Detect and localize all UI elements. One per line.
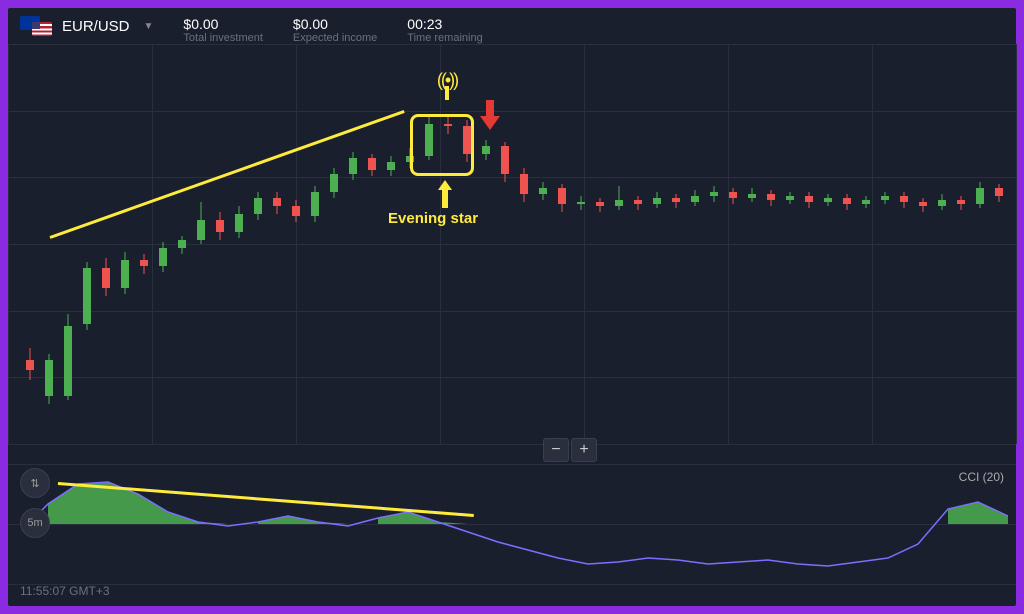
- cci-indicator[interactable]: [8, 464, 1016, 584]
- up-arrow-icon: [438, 180, 452, 213]
- chevron-down-icon: ▼: [144, 21, 154, 32]
- stat-total-investment: $0.00 Total investment: [183, 16, 262, 44]
- zoom-out-button[interactable]: −: [543, 438, 569, 462]
- indicator-label: CCI (20): [959, 470, 1004, 484]
- signal-antenna-icon: ((•)): [432, 70, 462, 104]
- timeframe-button[interactable]: 5m: [20, 508, 50, 538]
- pair-selector[interactable]: EUR/USD ▼: [20, 16, 153, 36]
- pattern-label: Evening star: [388, 210, 478, 227]
- uptrend-line: [49, 110, 404, 239]
- pair-flags: [20, 16, 52, 36]
- chart-container: EUR/USD ▼ $0.00 Total investment $0.00 E…: [8, 8, 1016, 606]
- down-arrow-icon: [480, 100, 500, 135]
- pair-label: EUR/USD: [62, 18, 130, 35]
- settings-icon: ⇅: [30, 477, 39, 490]
- zoom-in-button[interactable]: +: [571, 438, 597, 462]
- zoom-controls: − +: [543, 438, 597, 462]
- candlestick-chart[interactable]: ((•)) Evening star: [8, 44, 1016, 444]
- indicator-settings-button[interactable]: ⇅: [20, 468, 50, 498]
- stat-time-remaining: 00:23 Time remaining: [407, 16, 482, 44]
- timestamp-label: 11:55:07 GMT+3: [20, 584, 110, 598]
- flag-us-icon: [32, 22, 52, 36]
- chart-header: EUR/USD ▼ $0.00 Total investment $0.00 E…: [8, 8, 1016, 52]
- stat-expected-income: $0.00 Expected income: [293, 16, 377, 44]
